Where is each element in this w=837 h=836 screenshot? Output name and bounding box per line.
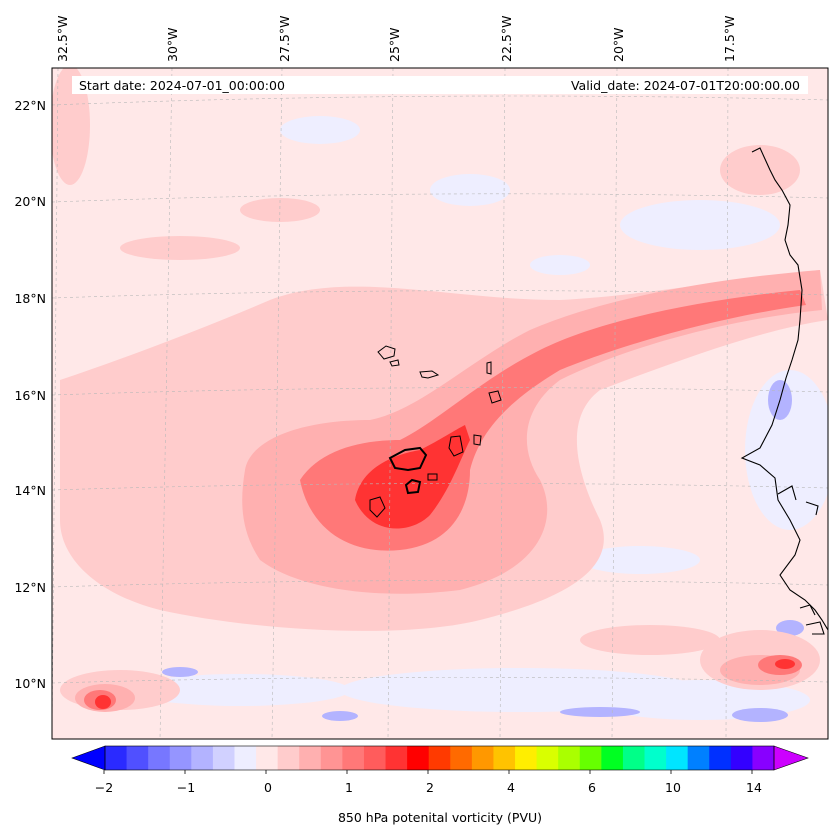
colorbar-cell [579,746,602,770]
lat-label: 18°N [14,291,46,306]
colorbar-cell [471,746,494,770]
lon-label: 17.5°W [722,16,737,62]
colorbar-cell [558,746,581,770]
colorbar-min-arrow [71,745,106,771]
colorbar-cell [493,746,516,770]
lat-label: 12°N [14,580,46,595]
colorbar-tick-label: 6 [588,780,596,795]
colorbar-cell [622,746,646,770]
colorbar-tick-label: 1 [345,780,353,795]
colorbar-cell [126,746,149,770]
colorbar-tick-label: −2 [95,780,113,795]
lon-label: 27.5°W [277,16,292,62]
colorbar-cell [299,746,322,770]
start-date-text: Start date: 2024-07-01_00:00:00 [79,78,285,93]
colorbar-cell [515,746,538,770]
weak-negative-pv-areas [130,116,828,720]
colorbar-ticks [103,770,753,774]
colorbar-cell [385,746,408,770]
colorbar-cell [320,746,343,770]
graticule [52,68,828,739]
colorbar-cell [277,746,300,770]
colorbar-cells [105,746,775,770]
latitude-labels: 22°N 20°N 18°N 16°N 14°N 12°N 10°N [14,98,46,691]
valid-date-text: Valid_date: 2024-07-01T20:00:00.00 [571,78,800,93]
colorbar-tick-label: 14 [746,780,762,795]
colorbar-cell [601,746,624,770]
colorbar-cell [363,746,387,770]
colorbar-cell [730,746,753,770]
longitude-labels: 32.5°W 30°W 27.5°W 25°W 22.5°W 20°W 17.5… [55,16,737,62]
colorbar-cell [169,746,192,770]
colorbar-tick-label: 2 [426,780,434,795]
colorbar-cell [407,746,430,770]
colorbar-cell [687,746,710,770]
lon-label: 22.5°W [499,16,514,62]
lat-label: 22°N [14,98,46,113]
colorbar: −2 −1 0 1 2 4 6 10 14 850 hPa potenital … [71,745,809,825]
lat-label: 16°N [14,388,46,403]
colorbar-tick-label: −1 [177,780,195,795]
lat-label: 10°N [14,676,46,691]
colorbar-tick-label: 0 [264,780,272,795]
lat-label: 14°N [14,483,46,498]
colorbar-tick-label: 10 [665,780,681,795]
cape-verde-islands [369,345,502,518]
core-pv-areas [95,425,795,709]
colorbar-cell [234,746,257,770]
colorbar-cell [148,746,171,770]
colorbar-cell [342,746,365,770]
colorbar-cell [644,746,667,770]
colorbar-cell [191,746,214,770]
colorbar-max-arrow [773,745,809,771]
colorbar-cell [212,746,235,770]
colorbar-title: 850 hPa potenital vorticity (PVU) [338,810,542,825]
date-banner [72,76,808,94]
map-frame [51,67,829,740]
colorbar-tick-label: 4 [507,780,515,795]
african-coastline [740,147,828,635]
colorbar-cell [752,746,775,770]
colorbar-cell [105,746,128,770]
colorbar-cell [428,746,451,770]
lon-label: 25°W [387,27,402,62]
lat-label: 20°N [14,194,46,209]
santiago-island [388,446,428,495]
colorbar-outline [104,745,775,771]
colorbar-cell [450,746,473,770]
colorbar-cell [709,746,732,770]
colorbar-cell [536,746,559,770]
colorbar-cell [666,746,689,770]
colorbar-cell [256,746,279,770]
lon-label: 30°W [165,27,180,62]
lon-label: 20°W [611,27,626,62]
lon-label: 32.5°W [55,16,70,62]
